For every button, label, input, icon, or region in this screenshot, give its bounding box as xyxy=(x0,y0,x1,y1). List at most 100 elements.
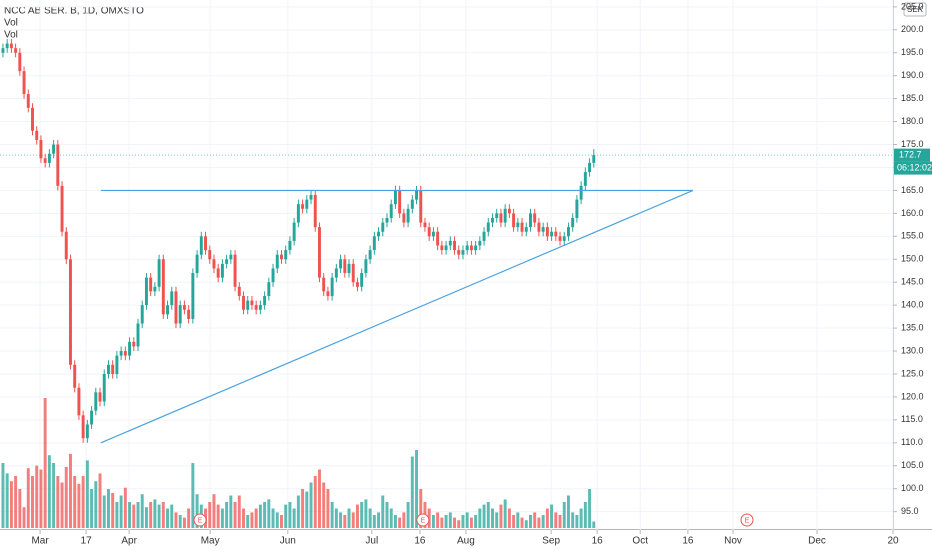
volume-bar xyxy=(140,494,144,528)
y-tick-label: 185.0 xyxy=(901,93,924,103)
volume-bar xyxy=(161,502,165,528)
volume-bar xyxy=(250,512,254,528)
volume-bar xyxy=(330,502,334,528)
volume-bar xyxy=(313,476,317,528)
volume-bar xyxy=(208,502,212,528)
candle-body xyxy=(144,277,148,306)
candle-body xyxy=(389,204,393,218)
x-tick-label: Jun xyxy=(280,536,296,547)
volume-bar xyxy=(507,508,511,528)
y-tick-label: 145.0 xyxy=(901,277,924,287)
volume-bar xyxy=(575,515,579,528)
currency[interactable]: SEK xyxy=(907,5,924,14)
volume-bar xyxy=(47,455,51,528)
candle-body xyxy=(491,217,494,223)
candle-body xyxy=(541,227,545,232)
volume-bar xyxy=(491,508,494,528)
candle-body xyxy=(440,245,444,251)
volume-bar xyxy=(372,515,376,528)
candle-body xyxy=(119,351,123,356)
candle-body xyxy=(271,268,275,283)
candle-body xyxy=(516,222,520,228)
candle-body xyxy=(280,254,283,260)
volume-bar xyxy=(56,476,60,528)
candle-body xyxy=(18,52,22,72)
y-tick-label: 140.0 xyxy=(901,300,924,310)
indicator-label: Vol xyxy=(4,18,18,29)
volume-bar xyxy=(558,515,562,528)
candle-body xyxy=(550,231,554,237)
candle-body xyxy=(56,144,60,186)
y-tick-label: 180.0 xyxy=(901,116,924,126)
candle-body xyxy=(52,144,56,154)
volume-bar xyxy=(364,499,368,528)
volume-bar xyxy=(85,460,89,528)
volume-bar xyxy=(529,515,532,528)
candle-body xyxy=(503,208,507,223)
candle-body xyxy=(208,250,212,260)
candle-body xyxy=(22,71,26,95)
volume-bar xyxy=(128,502,132,528)
candle-body xyxy=(149,277,153,292)
volume-bar xyxy=(309,482,313,528)
x-tick-label: Sep xyxy=(542,536,560,547)
volume-bar xyxy=(187,508,191,528)
volume-bar xyxy=(360,502,364,528)
candle-body xyxy=(199,236,203,255)
volume-bar xyxy=(216,504,220,528)
volume-bar xyxy=(368,508,372,528)
candle-body xyxy=(153,286,157,292)
volume-bar xyxy=(385,502,389,528)
volume-bar xyxy=(398,517,402,528)
candle-body xyxy=(1,48,5,53)
volume-bar xyxy=(457,520,461,528)
candle-body xyxy=(562,236,566,241)
y-tick-label: 175.0 xyxy=(901,139,924,149)
candle-body xyxy=(102,373,106,402)
earnings-marker xyxy=(740,513,754,527)
x-tick-label: 16 xyxy=(592,536,604,547)
candle-body xyxy=(90,410,94,425)
candle-body xyxy=(69,259,72,365)
candle-body xyxy=(275,254,279,269)
candle-body xyxy=(465,245,469,251)
candle-body xyxy=(512,213,516,228)
volume-bar xyxy=(339,512,343,528)
currency-box[interactable] xyxy=(903,2,927,17)
volume-bar xyxy=(516,512,520,528)
candle-body xyxy=(263,295,267,306)
volume-bar xyxy=(474,515,478,528)
x-tick-label: 20 xyxy=(887,536,899,547)
earnings-label: E xyxy=(745,517,750,524)
volume-bar xyxy=(583,502,587,528)
volume-bar xyxy=(495,512,499,528)
candle-body xyxy=(545,227,549,237)
candle-body xyxy=(77,387,81,416)
volume-bar xyxy=(267,499,271,528)
volume-bar xyxy=(520,517,524,528)
volume-bar xyxy=(5,473,9,528)
candle-body xyxy=(364,259,368,274)
candle-body xyxy=(204,236,208,251)
volume-bar xyxy=(461,515,465,528)
volume-bar xyxy=(254,508,258,528)
volume-bar xyxy=(136,502,140,528)
candle-body xyxy=(372,236,376,251)
x-tick-label: 16 xyxy=(682,536,694,547)
candle-body xyxy=(533,213,537,223)
candle-body xyxy=(427,227,431,237)
volume-bar xyxy=(195,494,199,528)
candle-body xyxy=(529,213,532,228)
volume-bar xyxy=(533,512,537,528)
volume-bar xyxy=(448,512,452,528)
volume-bar xyxy=(322,482,326,528)
candle-body xyxy=(229,254,233,260)
candle-body xyxy=(43,158,47,163)
candle-body xyxy=(313,195,317,228)
candle-body xyxy=(5,43,9,49)
candle-body xyxy=(296,204,300,223)
candle-body xyxy=(94,392,98,411)
candle-body xyxy=(457,250,461,255)
volume-bar xyxy=(115,502,119,528)
candle-body xyxy=(246,300,250,310)
